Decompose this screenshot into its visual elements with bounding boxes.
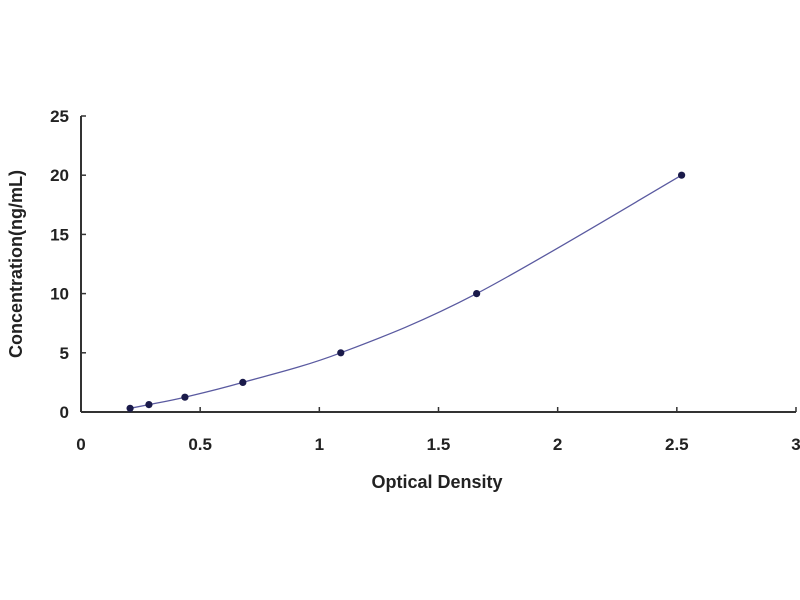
y-tick-label: 15 xyxy=(50,225,69,244)
x-tick-label: 0.5 xyxy=(188,435,212,454)
data-point xyxy=(337,349,345,357)
data-point xyxy=(145,401,153,409)
x-tick-label: 1.5 xyxy=(427,435,451,454)
x-tick-label: 2 xyxy=(553,435,562,454)
y-tick-label: 0 xyxy=(60,403,69,422)
x-tick-label: 0 xyxy=(76,435,85,454)
x-tick-label: 3 xyxy=(791,435,800,454)
fit-curve xyxy=(129,174,682,409)
y-tick-label: 5 xyxy=(60,344,69,363)
data-point xyxy=(126,404,134,412)
data-point xyxy=(239,378,247,386)
tick-labels: 0 0.5 1 1.5 2 2.5 3 0 5 10 15 20 25 xyxy=(50,107,800,454)
data-point xyxy=(678,171,686,179)
x-tick-label: 1 xyxy=(315,435,324,454)
y-axis-label: Concentration(ng/mL) xyxy=(6,170,26,358)
x-axis-label: Optical Density xyxy=(371,472,502,492)
y-tick-label: 20 xyxy=(50,166,69,185)
x-tick-label: 2.5 xyxy=(665,435,689,454)
data-point xyxy=(473,290,481,298)
y-tick-label: 25 xyxy=(50,107,69,126)
axes xyxy=(80,115,797,413)
data-point xyxy=(181,393,189,401)
y-tick-label: 10 xyxy=(50,285,69,304)
data-points xyxy=(126,171,686,412)
